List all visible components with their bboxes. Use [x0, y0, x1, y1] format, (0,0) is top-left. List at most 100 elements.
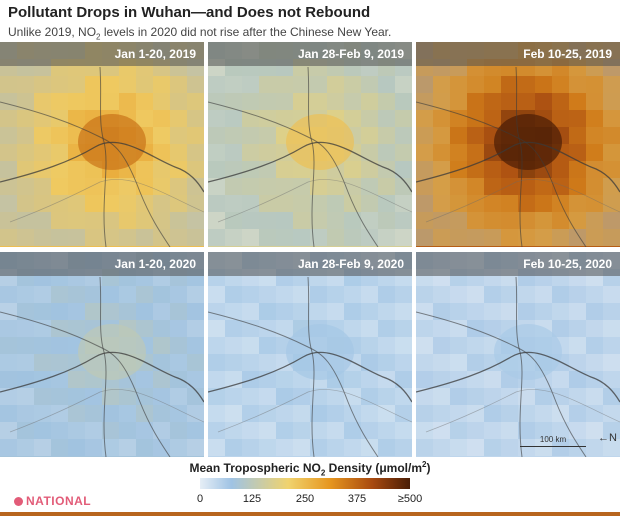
concentration-cell: [586, 212, 603, 229]
concentration-cell: [119, 93, 136, 110]
concentration-cell: [484, 439, 501, 456]
concentration-cell: [467, 229, 484, 246]
concentration-cell: [68, 93, 85, 110]
concentration-cell: [85, 76, 102, 93]
concentration-cell: [136, 229, 153, 246]
concentration-cell: [344, 93, 361, 110]
concentration-cell: [344, 388, 361, 405]
concentration-cell: [344, 371, 361, 388]
panel-label: Feb 10-25, 2020: [416, 252, 620, 276]
concentration-cell: [361, 110, 378, 127]
concentration-cell: [327, 76, 344, 93]
concentration-cell: [51, 337, 68, 354]
concentration-cell: [242, 144, 259, 161]
concentration-cell: [518, 422, 535, 439]
concentration-cell: [259, 320, 276, 337]
concentration-cell: [276, 405, 293, 422]
concentration-cell: [170, 110, 187, 127]
concentration-cell: [378, 76, 395, 93]
concentration-cell: [225, 286, 242, 303]
concentration-cell: [208, 354, 225, 371]
map-svg: [416, 252, 620, 457]
concentration-cell: [518, 405, 535, 422]
concentration-cell: [361, 371, 378, 388]
concentration-cell: [569, 405, 586, 422]
concentration-cell: [569, 371, 586, 388]
concentration-cell: [378, 354, 395, 371]
concentration-cell: [552, 388, 569, 405]
concentration-cell: [395, 161, 412, 178]
concentration-cell: [395, 422, 412, 439]
concentration-cell: [276, 195, 293, 212]
concentration-cell: [34, 422, 51, 439]
concentration-cell: [153, 93, 170, 110]
boundary-line: [217, 388, 412, 433]
concentration-cell: [170, 286, 187, 303]
concentration-cell: [34, 110, 51, 127]
concentration-cell: [344, 212, 361, 229]
concentration-cell: [361, 303, 378, 320]
concentration-cell: [552, 110, 569, 127]
concentration-cell: [187, 354, 204, 371]
concentration-cell: [136, 303, 153, 320]
concentration-cell: [586, 178, 603, 195]
concentration-cell: [535, 286, 552, 303]
concentration-cell: [361, 195, 378, 212]
concentration-cell: [586, 195, 603, 212]
concentration-cell: [378, 195, 395, 212]
concentration-cell: [450, 422, 467, 439]
concentration-cell: [170, 212, 187, 229]
concentration-cell: [153, 195, 170, 212]
concentration-cell: [361, 439, 378, 456]
road-line: [99, 66, 107, 247]
road-line: [416, 311, 587, 457]
map-panel-4: Jan 1-20, 2020: [0, 252, 204, 457]
concentration-cell: [603, 388, 620, 405]
river-line: [0, 351, 204, 403]
concentration-cell: [344, 303, 361, 320]
concentration-cell: [153, 212, 170, 229]
concentration-cell: [484, 286, 501, 303]
concentration-cell: [0, 303, 17, 320]
concentration-cell: [310, 286, 327, 303]
concentration-cell: [518, 178, 535, 195]
concentration-cell: [603, 337, 620, 354]
concentration-cell: [603, 422, 620, 439]
concentration-cell: [276, 178, 293, 195]
concentration-cell: [242, 439, 259, 456]
legend-tick: 125: [242, 493, 262, 505]
concentration-cell: [0, 439, 17, 456]
concentration-cell: [586, 286, 603, 303]
road-line: [0, 101, 171, 247]
concentration-cell: [484, 229, 501, 246]
boundary-line: [425, 388, 620, 433]
concentration-cell: [484, 303, 501, 320]
concentration-cell: [208, 195, 225, 212]
concentration-cell: [569, 286, 586, 303]
concentration-cell: [17, 388, 34, 405]
concentration-cell: [395, 405, 412, 422]
concentration-cell: [242, 93, 259, 110]
concentration-cell: [17, 422, 34, 439]
concentration-cell: [276, 229, 293, 246]
concentration-cell: [170, 422, 187, 439]
concentration-cell: [0, 144, 17, 161]
concentration-cell: [259, 405, 276, 422]
map-panel-5: Jan 28-Feb 9, 2020: [208, 252, 412, 457]
concentration-cell: [378, 422, 395, 439]
concentration-cell: [85, 195, 102, 212]
map-svg: [208, 42, 412, 247]
concentration-cell: [136, 161, 153, 178]
concentration-cell: [467, 286, 484, 303]
concentration-cell: [187, 127, 204, 144]
concentration-cell: [535, 229, 552, 246]
concentration-cell: [416, 320, 433, 337]
concentration-cell: [225, 127, 242, 144]
concentration-cell: [0, 127, 17, 144]
concentration-cell: [293, 195, 310, 212]
concentration-cell: [586, 405, 603, 422]
concentration-cell: [153, 286, 170, 303]
concentration-cell: [416, 286, 433, 303]
concentration-cell: [535, 212, 552, 229]
concentration-cell: [395, 439, 412, 456]
